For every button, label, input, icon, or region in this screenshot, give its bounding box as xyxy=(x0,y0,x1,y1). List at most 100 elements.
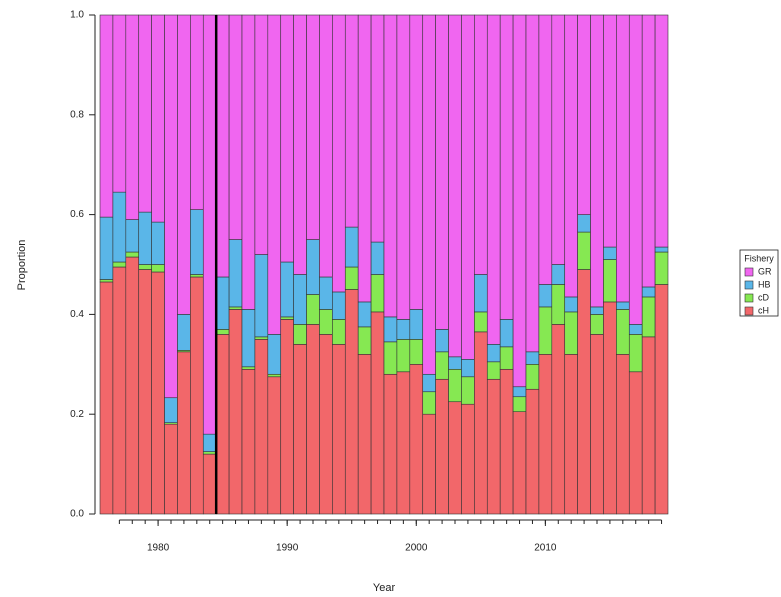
bar-segment xyxy=(202,433,217,452)
bar-segment xyxy=(228,309,243,515)
bar-segment xyxy=(164,423,178,515)
bar-segment xyxy=(293,324,307,345)
bar-segment xyxy=(254,336,269,340)
bar-segment xyxy=(525,363,540,390)
bar-segment xyxy=(306,239,320,295)
bar-segment xyxy=(628,371,643,515)
bar-segment xyxy=(448,401,462,515)
bar-segment xyxy=(474,331,488,515)
bar-segment xyxy=(538,354,553,515)
bar-segment xyxy=(641,296,656,338)
bar-segment xyxy=(551,284,566,325)
legend-label: cH xyxy=(758,305,769,315)
bar-segment xyxy=(396,14,411,320)
bar-segment xyxy=(628,14,643,325)
bar-segment xyxy=(538,14,553,285)
bar-segment xyxy=(461,359,475,378)
bar-segment xyxy=(538,284,553,308)
bar-segment xyxy=(99,281,114,515)
bar-segment xyxy=(164,14,178,399)
bar-segment xyxy=(435,378,449,515)
bar-segment xyxy=(577,269,591,515)
y-tick-label: 0.2 xyxy=(70,409,84,420)
bar-segment xyxy=(151,221,165,265)
bar-segment xyxy=(499,346,514,370)
bar-segment xyxy=(370,14,385,243)
bar-segment xyxy=(344,14,359,228)
bar-segment xyxy=(241,14,256,310)
bar-segment xyxy=(396,319,411,340)
bar-segment xyxy=(370,311,385,515)
bar-segment xyxy=(499,368,514,515)
bar-segment xyxy=(112,266,127,515)
bar-segment xyxy=(512,14,527,388)
bar-segment xyxy=(293,14,307,275)
bar-segment xyxy=(603,301,617,515)
bar-segment xyxy=(151,14,165,223)
bar-segment xyxy=(293,344,307,515)
bar-segment xyxy=(357,301,372,328)
bar-segment xyxy=(202,453,217,515)
bar-segment xyxy=(616,354,630,515)
bar-segment xyxy=(138,269,152,515)
bar-segment xyxy=(267,334,282,375)
bar-segment xyxy=(306,294,320,325)
legend-label: HB xyxy=(758,279,771,289)
y-tick-label: 1.0 xyxy=(70,10,84,21)
bar-segment xyxy=(654,246,669,253)
bar-segment xyxy=(603,259,617,303)
bar-segment xyxy=(280,319,294,515)
bar-segment xyxy=(332,319,346,345)
bar-segment xyxy=(177,14,191,315)
bar-segment xyxy=(241,368,256,515)
bar-segment xyxy=(486,344,501,363)
bar-segment xyxy=(177,314,191,351)
bar-segment xyxy=(125,14,140,220)
bar-segment xyxy=(486,378,501,515)
bar-segment xyxy=(177,351,191,515)
bar-segment xyxy=(99,216,114,280)
bar-segment xyxy=(267,376,282,515)
bar-segment xyxy=(628,324,643,335)
bar-segment xyxy=(577,14,591,215)
bar-segment xyxy=(151,271,165,515)
bar-segment xyxy=(370,274,385,313)
bar-segment xyxy=(396,371,411,515)
bar-segment xyxy=(616,301,630,310)
bar-segment xyxy=(409,363,424,515)
bar-segment xyxy=(590,314,604,335)
bar-segment xyxy=(99,279,114,283)
bar-segment xyxy=(551,14,566,265)
bar-segment xyxy=(422,391,436,415)
bar-segment xyxy=(190,209,204,275)
y-tick-label: 0.8 xyxy=(70,109,84,120)
bar-segment xyxy=(383,316,398,343)
bar-segment xyxy=(138,264,152,270)
bar-segment xyxy=(125,256,140,515)
bar-segment xyxy=(319,14,333,278)
bar-segment xyxy=(319,334,333,515)
bar-segment xyxy=(654,251,669,285)
bar-segment xyxy=(538,306,553,355)
bar-segment xyxy=(641,14,656,288)
bar-segment xyxy=(409,14,424,310)
bar-segment xyxy=(280,261,294,318)
bar-segment xyxy=(125,219,140,253)
bar-segment xyxy=(151,264,165,273)
x-tick-label: 1990 xyxy=(276,543,299,554)
bar-segment xyxy=(99,14,114,218)
bar-segment xyxy=(215,276,230,330)
bar-segment xyxy=(603,246,617,260)
bar-segment xyxy=(628,334,643,373)
bar-segment xyxy=(112,191,127,263)
bar-segment xyxy=(267,14,282,335)
bar-segment xyxy=(344,289,359,515)
bar-segment xyxy=(616,309,630,355)
bar-segment xyxy=(319,309,333,335)
bar-segment xyxy=(461,403,475,515)
bar-segment xyxy=(603,14,617,248)
bar-segment xyxy=(499,14,514,320)
bar-segment xyxy=(190,14,204,210)
bar-segment xyxy=(112,14,127,193)
bar-segment xyxy=(254,254,269,338)
